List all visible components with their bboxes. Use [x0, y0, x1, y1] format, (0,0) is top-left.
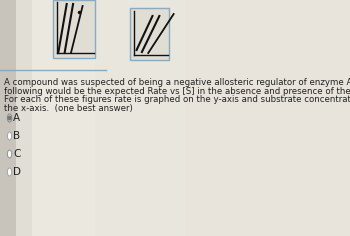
- Circle shape: [7, 168, 12, 176]
- Bar: [27, 0, 28, 236]
- Bar: [25, 0, 26, 236]
- Bar: [13, 0, 14, 236]
- Text: D: D: [13, 167, 21, 177]
- Text: B: B: [13, 131, 20, 141]
- Bar: [4, 0, 5, 236]
- Circle shape: [7, 150, 12, 158]
- Bar: [14, 0, 15, 236]
- Bar: [8, 0, 9, 236]
- Bar: [16, 0, 17, 236]
- Bar: [17, 0, 18, 236]
- Circle shape: [7, 132, 12, 140]
- Bar: [29, 0, 30, 236]
- Bar: [1, 0, 2, 236]
- Bar: [53, 0, 95, 58]
- Bar: [9, 0, 10, 236]
- Bar: [20, 0, 21, 236]
- Bar: [95, 0, 185, 236]
- Bar: [130, 8, 169, 60]
- Bar: [12, 0, 13, 236]
- Bar: [5, 0, 6, 236]
- Bar: [3, 0, 4, 236]
- Bar: [0, 0, 32, 236]
- Bar: [22, 0, 23, 236]
- Text: For each of these figures rate is graphed on the y-axis and substrate concentrat: For each of these figures rate is graphe…: [4, 95, 350, 104]
- Bar: [19, 0, 20, 236]
- Bar: [0, 0, 1, 236]
- Bar: [15, 0, 16, 236]
- Text: following would be the expected Rate vs [S] in the absence and presence of the a: following would be the expected Rate vs …: [4, 87, 350, 96]
- Bar: [2, 0, 3, 236]
- Circle shape: [7, 114, 12, 122]
- Bar: [6, 0, 7, 236]
- Text: the x-axis.  (one best answer): the x-axis. (one best answer): [4, 104, 133, 113]
- Text: A compound was suspected of being a negative allosteric regulator of enzyme A.  : A compound was suspected of being a nega…: [4, 78, 350, 87]
- Text: C: C: [13, 149, 21, 159]
- Bar: [7, 0, 8, 236]
- Bar: [30, 0, 31, 236]
- Circle shape: [8, 116, 10, 120]
- Text: A: A: [13, 113, 20, 123]
- Bar: [21, 0, 22, 236]
- Bar: [28, 0, 29, 236]
- Bar: [31, 0, 32, 236]
- Bar: [18, 0, 19, 236]
- Bar: [26, 0, 27, 236]
- Bar: [11, 0, 12, 236]
- Bar: [23, 0, 24, 236]
- Bar: [10, 0, 11, 236]
